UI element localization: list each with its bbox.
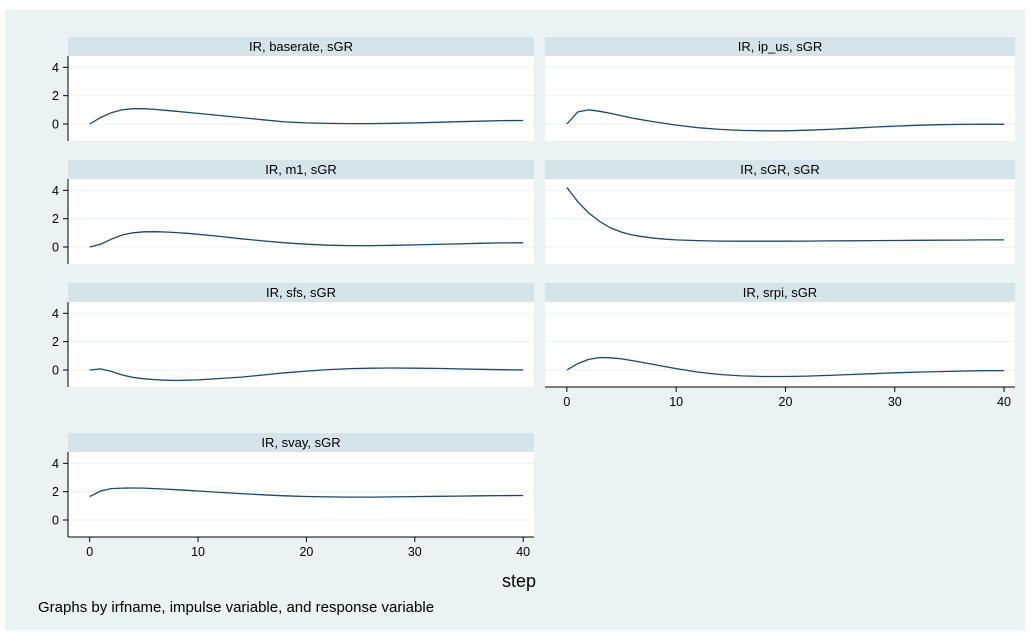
x-tick-label: 0 <box>86 545 93 559</box>
plot-area <box>545 56 1015 141</box>
x-axis: 0 10 20 30 40 <box>545 386 1015 409</box>
y-tick-label: 0 <box>52 118 59 132</box>
panel: IR, svay, sGR 0 2 4 <box>52 433 534 537</box>
y-tick-label: 0 <box>52 514 59 528</box>
y-tick-label: 0 <box>52 364 59 378</box>
panel-title-bar <box>68 160 534 179</box>
panel-title: IR, sfs, sGR <box>266 285 336 300</box>
plot-area <box>545 179 1015 264</box>
x-tick-label: 30 <box>408 545 422 559</box>
graph-note: Graphs by irfname, impulse variable, and… <box>38 599 434 616</box>
y-tick-label: 4 <box>52 184 59 198</box>
series-line <box>89 108 524 125</box>
figure-background: IR, baserate, sGR 0 2 4 IR, ip_us, sGR IR, m1… <box>5 10 1025 630</box>
panel: IR, baserate, sGR 0 2 4 <box>52 37 534 141</box>
x-tick-label: 10 <box>669 395 683 409</box>
panel-title: IR, ip_us, sGR <box>738 39 823 54</box>
x-tick-label: 20 <box>299 545 313 559</box>
y-tick-label: 4 <box>52 61 59 75</box>
y-tick-label: 2 <box>52 335 59 349</box>
y-tick-label: 2 <box>52 212 59 226</box>
panel-title: IR, sGR, sGR <box>740 162 819 177</box>
panel-title-bar <box>68 433 534 452</box>
series-line <box>566 109 1005 132</box>
panel-title: IR, m1, sGR <box>265 162 337 177</box>
y-tick-label: 2 <box>52 485 59 499</box>
y-tick-label: 2 <box>52 89 59 103</box>
y-tick-label: 4 <box>52 307 59 321</box>
panel-title-bar <box>545 283 1015 302</box>
irf-chart: IR, baserate, sGR 0 2 4 IR, ip_us, sGR IR, m1… <box>38 37 1015 616</box>
series-line <box>89 231 524 248</box>
x-tick-label: 40 <box>516 545 530 559</box>
panels-layer: IR, baserate, sGR 0 2 4 IR, ip_us, sGR IR, m1… <box>52 37 1015 537</box>
plot-area <box>68 302 534 387</box>
x-tick-label: 10 <box>191 545 205 559</box>
series-line <box>566 356 1005 378</box>
panel-title-bar <box>545 37 1015 56</box>
panel-title-bar <box>68 283 534 302</box>
series-line <box>566 187 1005 242</box>
x-axis-title: step <box>502 571 536 591</box>
series-line <box>89 487 524 498</box>
panel-title: IR, srpi, sGR <box>743 285 817 300</box>
panel-title-bar <box>68 37 534 56</box>
series-line <box>89 367 524 382</box>
panel: IR, m1, sGR 0 2 4 <box>52 160 534 264</box>
x-axis: 0 10 20 30 40 <box>68 536 534 559</box>
y-tick-label: 4 <box>52 457 59 471</box>
x-axes-layer: 0 10 20 30 40 0 10 20 30 40 <box>68 386 1015 559</box>
y-tick-label: 0 <box>52 241 59 255</box>
panel: IR, ip_us, sGR <box>545 37 1015 141</box>
panel-title: IR, svay, sGR <box>261 435 340 450</box>
x-tick-label: 30 <box>888 395 902 409</box>
x-tick-label: 40 <box>997 395 1011 409</box>
panel-title: IR, baserate, sGR <box>249 39 353 54</box>
panel: IR, srpi, sGR <box>545 283 1015 387</box>
panel-title-bar <box>545 160 1015 179</box>
panel: IR, sGR, sGR <box>545 160 1015 264</box>
plot-area <box>68 179 534 264</box>
plot-area <box>545 302 1015 387</box>
panel: IR, sfs, sGR 0 2 4 <box>52 283 534 387</box>
x-tick-label: 20 <box>779 395 793 409</box>
plot-area <box>68 452 534 537</box>
x-tick-label: 0 <box>563 395 570 409</box>
plot-area <box>68 56 534 141</box>
